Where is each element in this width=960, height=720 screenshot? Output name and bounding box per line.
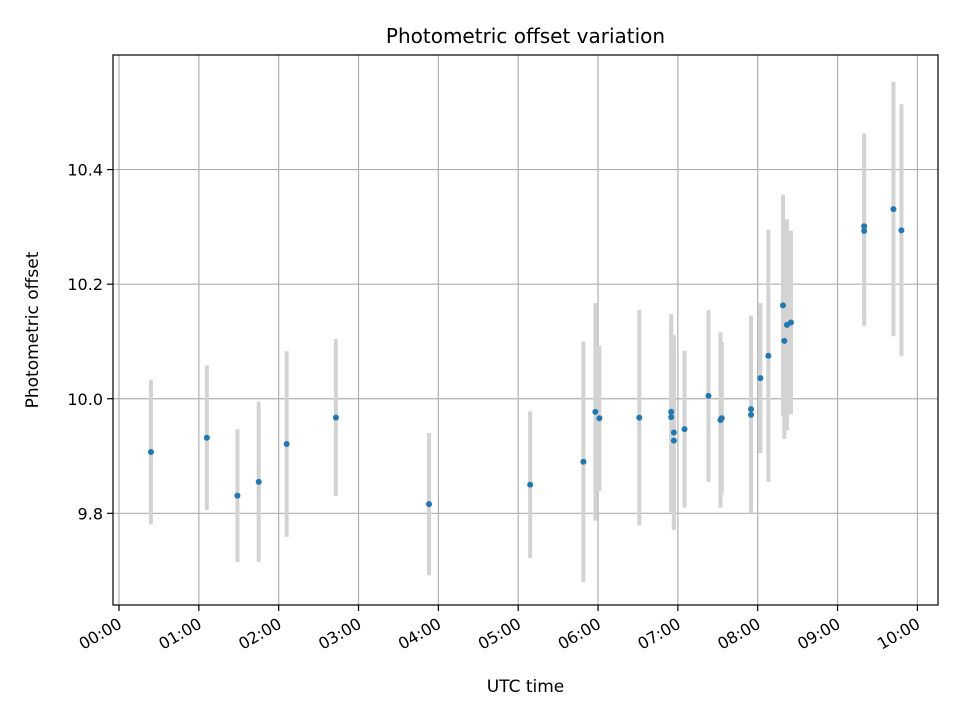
data-point — [748, 411, 755, 418]
data-point — [718, 415, 725, 422]
data-point — [670, 429, 677, 436]
data-point — [283, 441, 290, 448]
y-tick-label: 9.8 — [78, 504, 103, 523]
x-tick-label: 05:00 — [475, 614, 524, 654]
x-tick-label: 08:00 — [714, 614, 763, 654]
data-point — [527, 481, 534, 488]
data-point — [668, 414, 675, 421]
data-point — [592, 408, 599, 415]
chart-title: Photometric offset variation — [386, 24, 665, 48]
grid-layer — [113, 55, 938, 605]
data-point — [332, 414, 339, 421]
x-axis-title: UTC time — [487, 677, 565, 697]
data-point — [781, 337, 788, 344]
data-point — [147, 449, 154, 456]
data-point — [890, 206, 897, 213]
data-point — [670, 437, 677, 444]
data-point — [861, 223, 868, 230]
data-point — [596, 415, 603, 422]
x-tick-label: 01:00 — [155, 614, 204, 654]
y-tick-label: 10.4 — [67, 161, 103, 180]
x-tick-label: 03:00 — [315, 614, 364, 654]
data-point — [580, 458, 587, 465]
data-point — [765, 352, 772, 359]
x-tick-label: 04:00 — [395, 614, 444, 654]
data-point — [705, 392, 712, 399]
y-tick-label: 10.0 — [67, 390, 103, 409]
x-tick-label: 09:00 — [794, 614, 843, 654]
data-point — [681, 426, 688, 433]
data-point — [203, 434, 210, 441]
x-tick-label: 10:00 — [874, 614, 923, 654]
x-tick-label: 02:00 — [235, 614, 284, 654]
x-tick-label: 00:00 — [76, 614, 125, 654]
data-point — [255, 478, 262, 485]
data-point — [426, 501, 433, 508]
data-point — [636, 414, 643, 421]
plot-frame — [112, 54, 939, 606]
x-tick-label: 06:00 — [555, 614, 604, 654]
data-point — [787, 319, 794, 326]
data-point — [779, 302, 786, 309]
data-point — [861, 227, 868, 234]
data-point — [748, 406, 755, 413]
y-tick-label: 10.2 — [67, 275, 103, 294]
data-point — [234, 492, 241, 499]
data-point — [757, 375, 764, 382]
data-point — [898, 227, 905, 234]
point-layer — [147, 206, 905, 508]
errorbar-layer — [148, 81, 904, 583]
tick-layer: 00:00 01:00 02:00 03:00 04:00 05:00 06:00 07:00… — [67, 161, 923, 654]
x-tick-label: 07:00 — [634, 614, 683, 654]
y-axis-title: Photometric offset — [23, 251, 43, 408]
data-point — [668, 408, 675, 415]
